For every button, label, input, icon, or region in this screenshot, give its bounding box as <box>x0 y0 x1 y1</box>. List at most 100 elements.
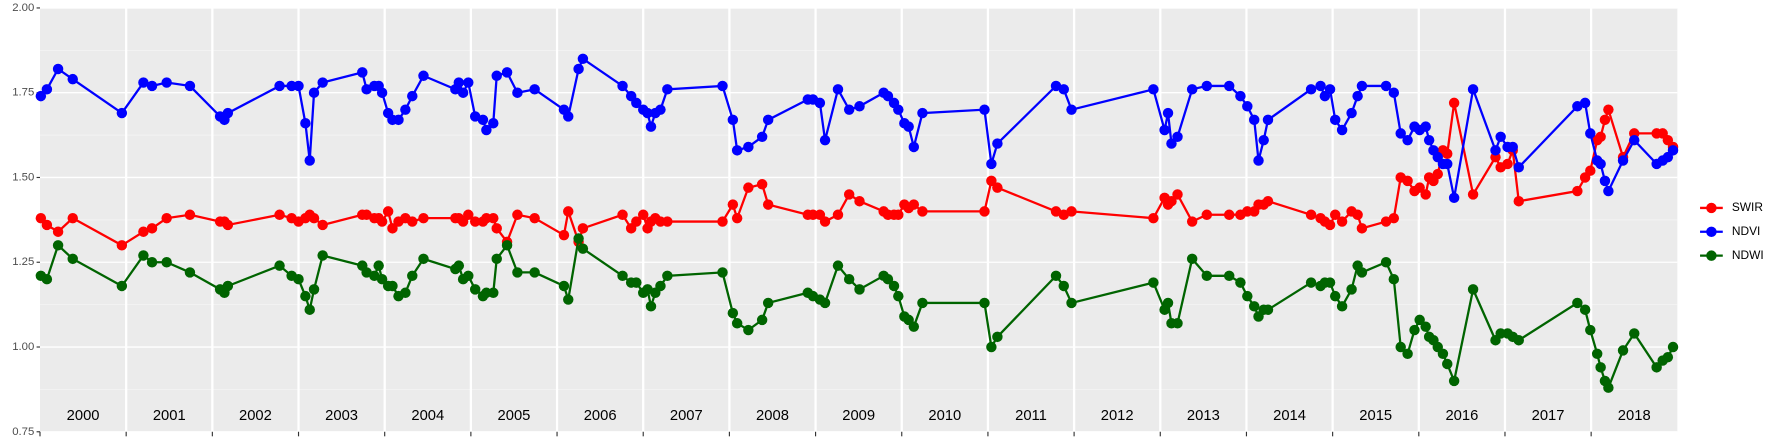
point <box>317 219 328 231</box>
point <box>1495 131 1506 143</box>
point <box>488 212 499 224</box>
point <box>1467 284 1479 295</box>
legend-label: NDVI <box>1732 224 1760 238</box>
point <box>854 284 865 295</box>
point <box>843 273 855 285</box>
point <box>304 304 315 315</box>
y-tick-label: 1.75 <box>12 87 34 99</box>
year-label: 2010 <box>928 408 961 424</box>
point <box>35 212 47 224</box>
point <box>1324 277 1336 288</box>
point <box>488 118 499 129</box>
point <box>727 199 739 210</box>
point <box>407 270 418 282</box>
point <box>67 253 78 265</box>
point <box>979 206 990 217</box>
point <box>908 199 920 210</box>
point <box>376 216 388 227</box>
point <box>1201 80 1213 92</box>
point <box>992 138 1003 149</box>
point <box>573 233 584 244</box>
point <box>1490 145 1501 156</box>
point <box>979 104 990 115</box>
point <box>1356 223 1368 234</box>
point <box>512 87 523 98</box>
point <box>1402 348 1413 360</box>
point <box>717 216 728 227</box>
point <box>300 118 311 129</box>
point <box>138 226 149 237</box>
point <box>893 290 904 302</box>
point <box>1166 138 1177 149</box>
point <box>1414 314 1425 326</box>
year-label: 2003 <box>325 408 358 424</box>
point <box>1058 280 1069 292</box>
point <box>1420 189 1431 200</box>
point <box>731 145 743 156</box>
point <box>1186 84 1198 95</box>
point <box>407 90 418 102</box>
point <box>986 175 997 187</box>
point <box>843 189 855 200</box>
point <box>387 280 398 292</box>
point <box>1305 277 1317 288</box>
point <box>1066 104 1077 115</box>
point <box>387 223 398 234</box>
point <box>1442 358 1453 370</box>
point <box>992 331 1003 343</box>
point <box>1262 304 1274 315</box>
year-label: 2002 <box>239 408 272 424</box>
point <box>743 324 754 336</box>
point <box>52 63 64 75</box>
year-label: 2009 <box>842 408 875 424</box>
year-label: 2011 <box>1015 408 1047 424</box>
point <box>558 229 570 241</box>
point <box>1603 185 1614 197</box>
point <box>854 195 865 207</box>
point <box>893 104 904 115</box>
point <box>138 250 149 261</box>
point <box>1166 195 1177 207</box>
point <box>1223 209 1235 221</box>
point <box>1223 270 1235 282</box>
point <box>1513 195 1524 207</box>
point <box>529 267 540 278</box>
point <box>1502 158 1513 170</box>
point <box>1235 277 1246 288</box>
point <box>577 223 589 234</box>
point <box>1315 80 1326 92</box>
point <box>563 294 574 305</box>
point <box>1201 209 1213 221</box>
year-label: 2014 <box>1273 408 1306 424</box>
point <box>631 216 642 227</box>
point <box>300 290 311 302</box>
point <box>41 273 53 285</box>
point <box>743 141 754 153</box>
point <box>1223 80 1235 92</box>
point <box>1253 155 1264 166</box>
point <box>501 240 513 251</box>
point <box>1651 362 1662 373</box>
year-label: 2008 <box>756 408 789 424</box>
point <box>1324 84 1336 95</box>
point <box>222 219 234 231</box>
point <box>558 280 570 292</box>
point <box>1667 341 1679 353</box>
point <box>317 250 328 261</box>
y-tick-label: 2.00 <box>12 2 34 14</box>
legend-label: SWIR <box>1732 200 1764 214</box>
point <box>1248 114 1260 126</box>
point <box>382 206 394 217</box>
point <box>393 114 404 126</box>
year-label: 2006 <box>584 408 617 424</box>
point <box>717 267 728 278</box>
point <box>1599 175 1611 187</box>
point <box>1662 351 1674 363</box>
point <box>917 107 928 119</box>
year-label: 2007 <box>670 408 703 424</box>
point <box>1235 90 1246 102</box>
point <box>1346 107 1357 119</box>
point <box>501 67 513 78</box>
